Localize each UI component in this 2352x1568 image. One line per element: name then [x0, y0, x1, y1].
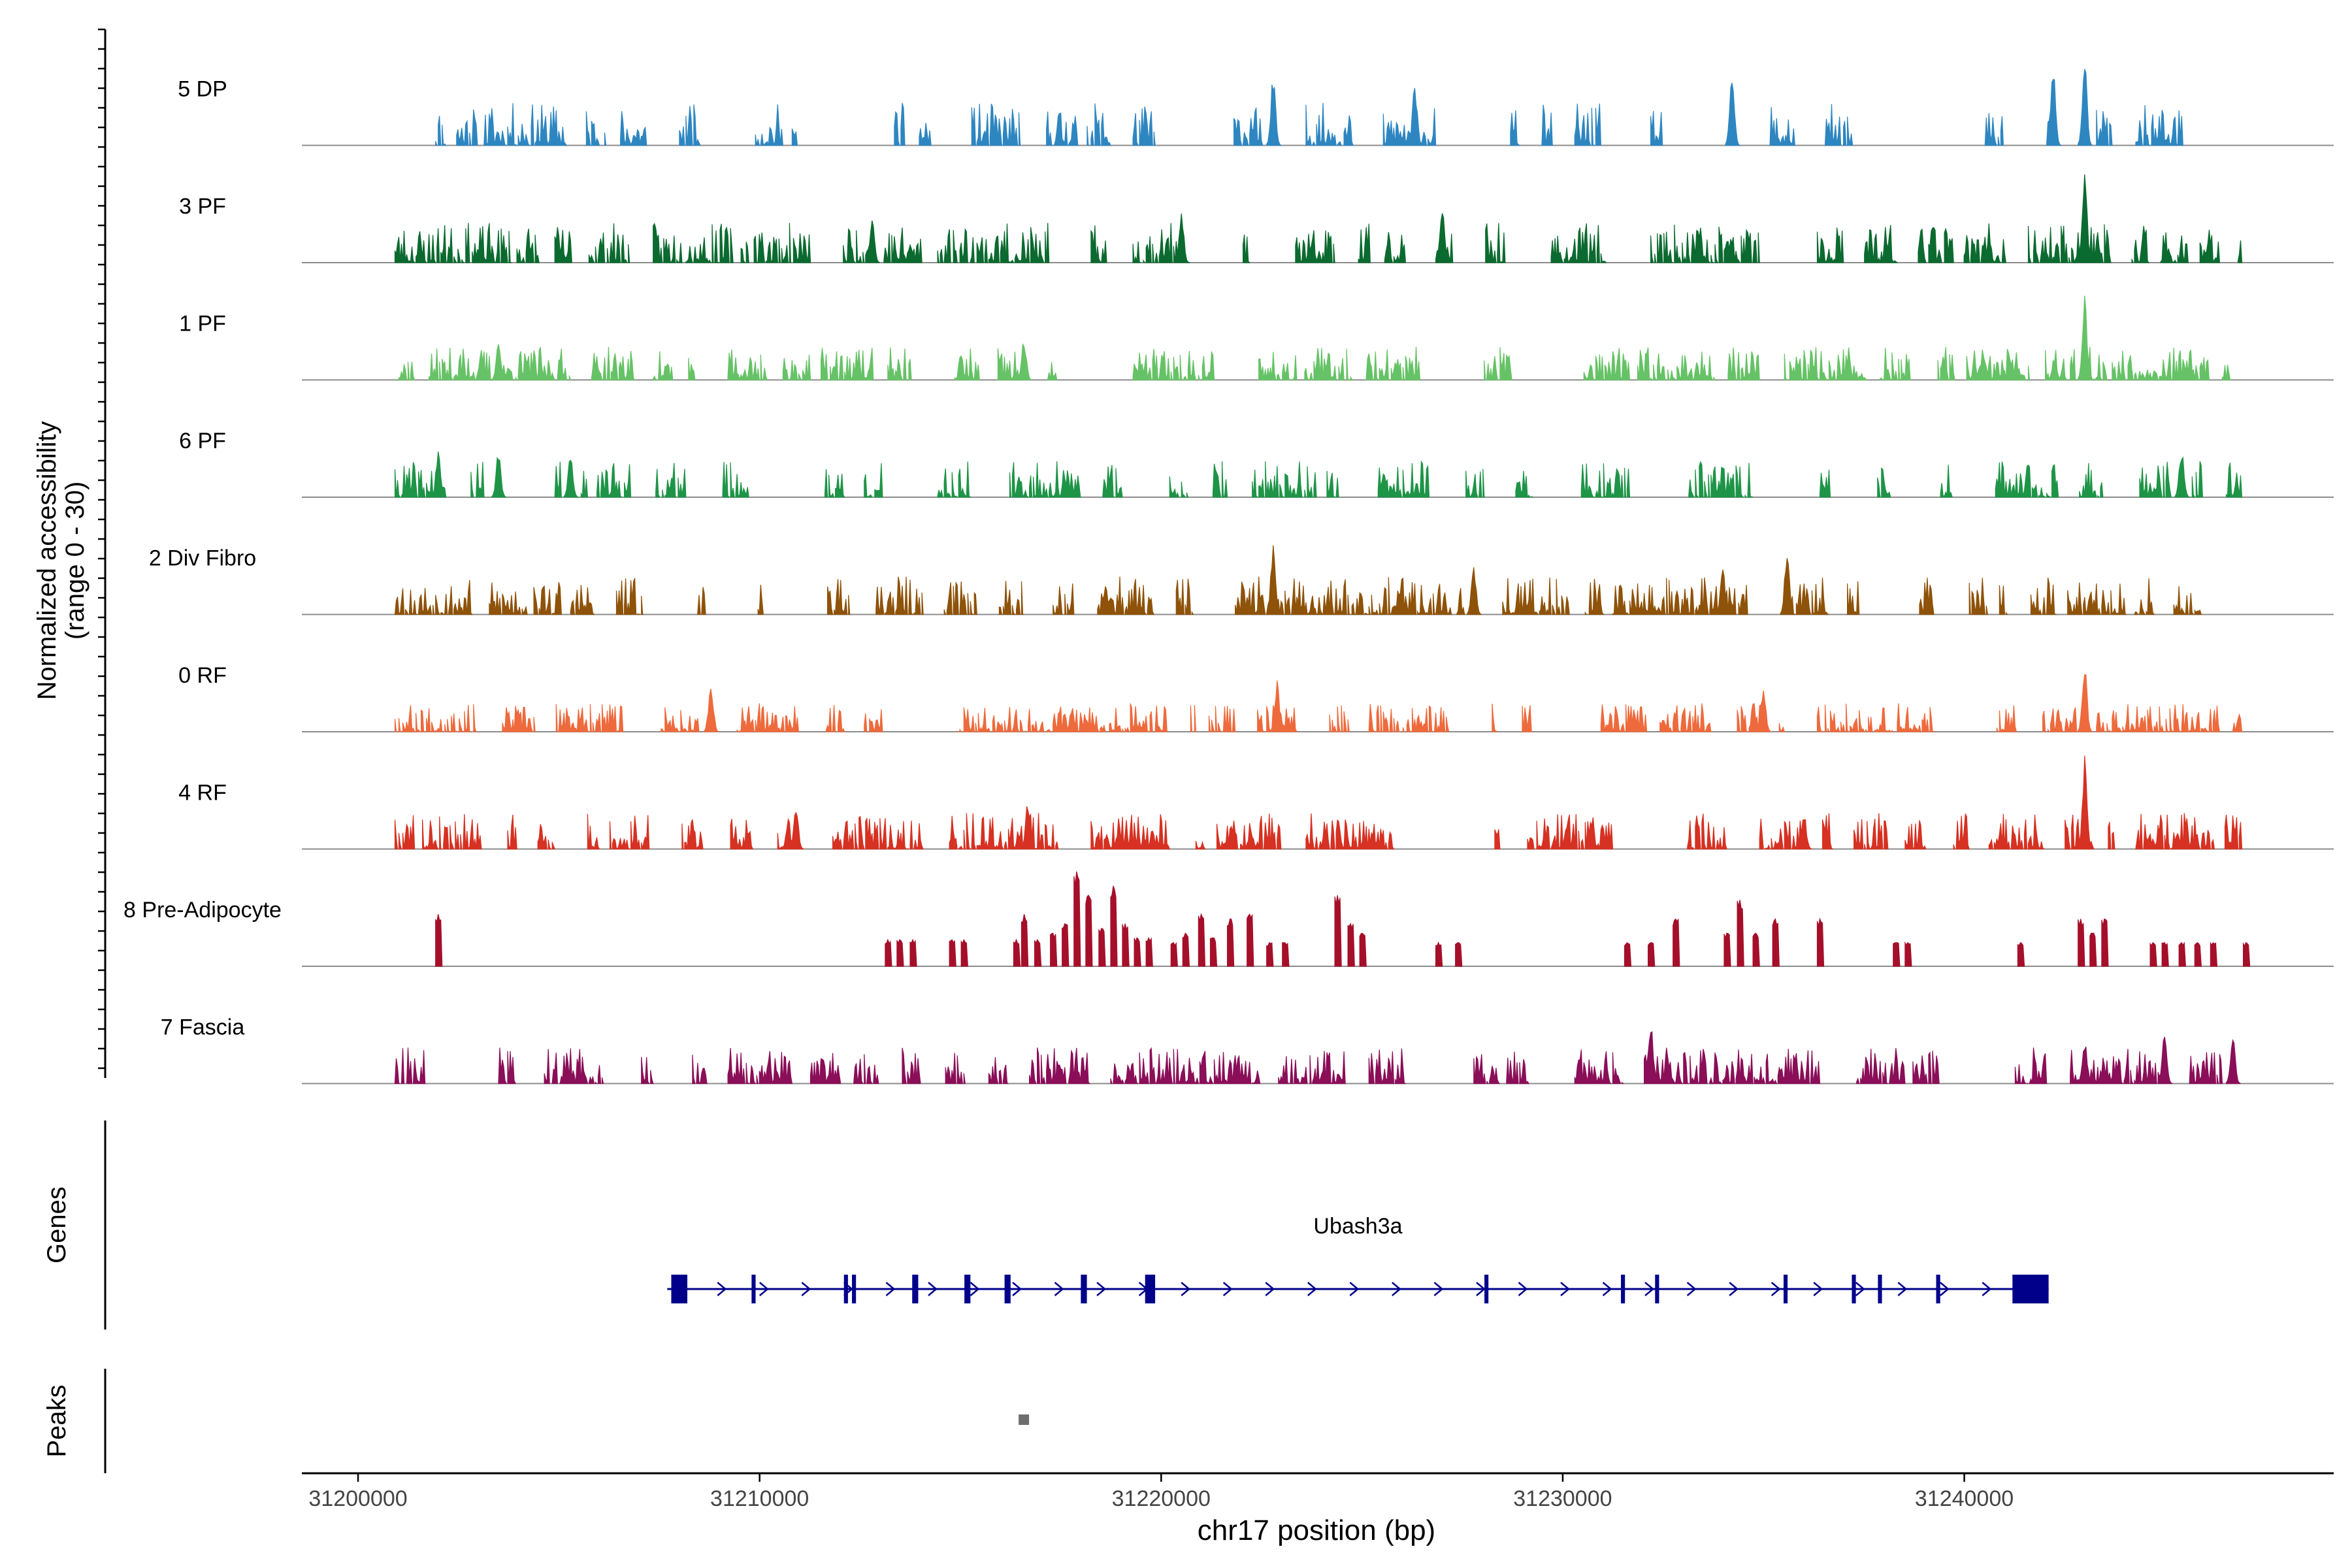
- gene-exon: [1004, 1275, 1011, 1303]
- strand-arrow: [1392, 1282, 1401, 1296]
- track-coverage-area: [394, 755, 2243, 850]
- gene-exon: [2012, 1275, 2049, 1303]
- track-label: 8 Pre-Adipocyte: [123, 898, 282, 923]
- strand-arrow: [1602, 1282, 1612, 1296]
- accessibility-tracks: 5 DP 3 PF 1 PF 6 PF 2 Div Fibro 0 RF 4 RF 8 Pre…: [123, 69, 2334, 1085]
- track-label: 3 PF: [179, 194, 226, 219]
- x-axis-ticks: 31200000 31210000 31220000 31230000 31240000: [308, 1473, 2014, 1511]
- strand-arrow: [1096, 1282, 1107, 1296]
- track-label: 2 Div Fibro: [149, 546, 256, 571]
- track-label: 7 Fascia: [161, 1015, 245, 1040]
- x-axis-label: chr17 position (bp): [1198, 1514, 1435, 1546]
- strand-arrow: [1012, 1282, 1022, 1296]
- strand-arrow: [1222, 1282, 1233, 1296]
- gene-exon: [1878, 1275, 1882, 1303]
- gene-exon: [912, 1275, 919, 1303]
- y-axis-ticks: [98, 28, 105, 1070]
- strand-arrow: [1729, 1282, 1739, 1296]
- strand-arrow: [1054, 1282, 1064, 1296]
- track-4-rf: 4 RF: [178, 755, 2334, 850]
- gene-exon: [964, 1275, 971, 1303]
- track-8-pre-adipocyte: 8 Pre-Adipocyte: [123, 871, 2334, 967]
- strand-arrow: [1686, 1282, 1697, 1296]
- x-axis-tick-label: 31240000: [1915, 1486, 2014, 1511]
- gene-exon: [1852, 1275, 1856, 1303]
- track-3-pf: 3 PF: [179, 174, 2334, 264]
- x-axis-tick-label: 31230000: [1513, 1486, 1612, 1511]
- strand-arrow: [970, 1282, 980, 1296]
- gene-exon: [1145, 1275, 1156, 1303]
- gene-track: Ubash3a: [667, 1214, 2049, 1303]
- genes-panel-label: Genes: [42, 1186, 71, 1264]
- track-5-dp: 5 DP: [178, 69, 2334, 146]
- gene-exon: [1655, 1275, 1659, 1303]
- gene-name-label: Ubash3a: [1313, 1214, 1402, 1239]
- track-6-pf: 6 PF: [179, 429, 2334, 498]
- track-label: 0 RF: [178, 663, 227, 688]
- strand-arrow: [1644, 1282, 1655, 1296]
- strand-arrow: [1476, 1282, 1486, 1296]
- track-label: 5 DP: [178, 77, 227, 102]
- strand-arrow: [928, 1282, 938, 1296]
- gene-exon: [1081, 1275, 1087, 1303]
- strand-arrow: [1813, 1282, 1823, 1296]
- gene-exon: [852, 1275, 857, 1303]
- track-coverage-area: [394, 295, 2231, 382]
- peaks-panel-label: Peaks: [42, 1384, 71, 1457]
- y-axis-label-line2: (range 0 - 30): [61, 482, 90, 640]
- track-coverage-area: [394, 545, 2202, 615]
- track-1-pf: 1 PF: [179, 295, 2334, 382]
- gene-exon: [1783, 1275, 1788, 1303]
- strand-arrow: [1181, 1282, 1191, 1296]
- track-label: 1 PF: [179, 312, 226, 336]
- strand-arrow: [1940, 1282, 1950, 1296]
- strand-arrow: [1560, 1282, 1570, 1296]
- gene-exon: [1621, 1275, 1625, 1303]
- track-coverage-area: [394, 451, 2243, 498]
- track-coverage-area: [394, 174, 2243, 264]
- strand-arrow: [885, 1282, 896, 1296]
- gene-exon: [843, 1275, 848, 1303]
- x-axis-tick-label: 31220000: [1112, 1486, 1211, 1511]
- gene-exon: [1936, 1275, 1940, 1303]
- x-axis-tick-label: 31200000: [308, 1486, 407, 1511]
- strand-arrow: [1982, 1282, 1992, 1296]
- strand-arrow: [759, 1282, 769, 1296]
- gene-exon: [751, 1275, 756, 1303]
- strand-arrow: [1349, 1282, 1360, 1296]
- track-coverage-area: [435, 871, 2251, 967]
- peak-region: [1019, 1414, 1030, 1425]
- track-7-fascia: 7 Fascia: [161, 1015, 2334, 1085]
- strand-arrow: [1433, 1282, 1444, 1296]
- track-0-rf: 0 RF: [178, 663, 2334, 733]
- strand-arrow: [717, 1282, 727, 1296]
- strand-arrow: [1307, 1282, 1317, 1296]
- strand-arrow: [1855, 1282, 1865, 1296]
- strand-arrow: [1897, 1282, 1908, 1296]
- strand-arrow: [1518, 1282, 1528, 1296]
- track-label: 4 RF: [178, 781, 227, 806]
- track-label: 6 PF: [179, 429, 226, 453]
- peak-track: [1019, 1414, 1030, 1425]
- track-coverage-area: [394, 674, 2243, 733]
- x-axis-tick-label: 31210000: [710, 1486, 809, 1511]
- strand-arrow: [1771, 1282, 1781, 1296]
- gene-exon: [671, 1275, 688, 1303]
- track-2-div-fibro: 2 Div Fibro: [149, 545, 2334, 615]
- track-coverage-area: [394, 1031, 2241, 1085]
- y-axis-label: Normalized accessibility (range 0 - 30): [33, 421, 90, 700]
- strand-arrow: [1265, 1282, 1275, 1296]
- gene-exon: [1484, 1275, 1489, 1303]
- track-coverage-area: [435, 69, 2183, 146]
- strand-arrow: [801, 1282, 811, 1296]
- y-axis-label-line1: Normalized accessibility: [33, 421, 61, 700]
